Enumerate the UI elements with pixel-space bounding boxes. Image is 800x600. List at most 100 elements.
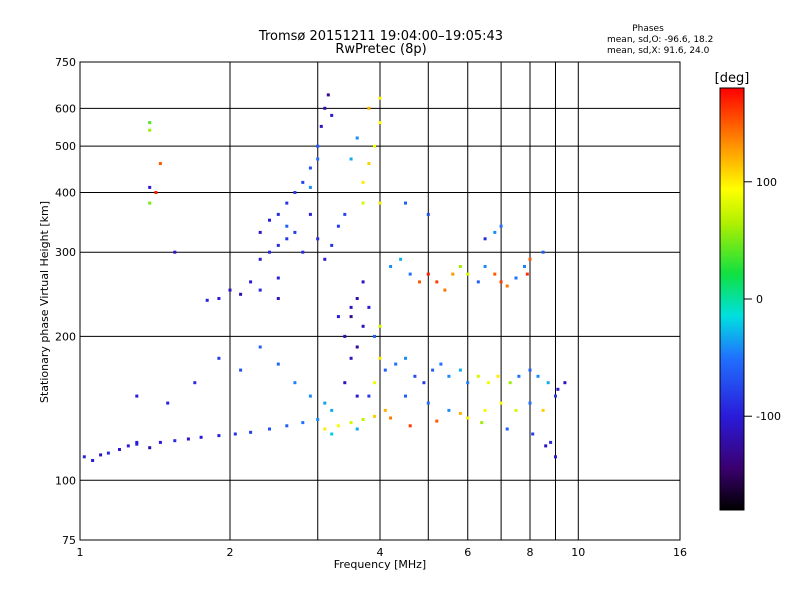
data-point — [285, 224, 289, 228]
data-points — [82, 93, 567, 462]
data-point — [541, 408, 545, 412]
data-point — [426, 272, 430, 276]
data-point — [373, 334, 376, 338]
data-point — [476, 280, 480, 284]
data-point — [546, 381, 550, 385]
data-point — [367, 305, 371, 309]
data-point — [158, 440, 162, 444]
data-point — [154, 191, 158, 194]
data-point — [483, 237, 487, 241]
data-point — [276, 297, 280, 300]
data-point — [541, 250, 545, 254]
data-point — [336, 224, 340, 228]
data-point — [458, 411, 462, 415]
data-point — [349, 315, 353, 319]
phases-x-stats: mean, sd,X: 91.6, 24.0 — [607, 46, 710, 56]
data-point — [276, 243, 280, 247]
y-tick-label: 600 — [55, 102, 76, 115]
data-point — [323, 427, 327, 431]
colorbar-label: [deg] — [715, 71, 750, 86]
data-point — [148, 185, 152, 189]
y-tick-label: 75 — [62, 534, 76, 547]
data-point — [422, 381, 426, 385]
data-point — [483, 408, 487, 412]
data-point — [378, 356, 382, 360]
data-point — [323, 401, 327, 405]
data-point — [349, 157, 353, 161]
data-point — [556, 387, 560, 391]
data-point — [373, 381, 376, 385]
data-point — [361, 324, 365, 328]
y-tick-label: 300 — [55, 246, 76, 259]
data-point — [480, 421, 484, 425]
colorbar-tick-label: 0 — [756, 293, 763, 306]
data-point — [466, 381, 470, 385]
data-point — [383, 408, 387, 412]
data-point — [293, 230, 297, 234]
data-point — [330, 408, 334, 412]
data-point — [166, 401, 170, 405]
data-point — [217, 356, 221, 360]
data-point — [458, 265, 462, 268]
data-point — [505, 284, 509, 288]
phases-title: Phases — [632, 24, 664, 34]
data-point — [258, 230, 262, 234]
data-point — [443, 288, 447, 292]
data-point — [249, 280, 253, 284]
data-point — [531, 432, 535, 436]
x-tick-label: 8 — [527, 546, 534, 559]
data-point — [476, 374, 480, 378]
colorbar-tick-label: -100 — [756, 410, 781, 423]
data-point — [205, 298, 209, 302]
data-point — [239, 368, 243, 372]
data-point — [383, 368, 387, 372]
data-point — [528, 401, 532, 405]
data-point — [293, 381, 297, 385]
data-point — [330, 432, 334, 436]
data-point — [536, 374, 540, 378]
data-point — [316, 237, 320, 241]
data-point — [323, 106, 327, 110]
data-point — [258, 288, 262, 292]
data-point — [217, 297, 221, 300]
x-tick-label: 16 — [673, 546, 687, 559]
data-point — [554, 455, 557, 459]
data-point — [435, 280, 439, 284]
data-point — [493, 230, 497, 234]
data-point — [378, 201, 382, 205]
data-point — [466, 416, 470, 420]
y-tick-label: 500 — [55, 140, 76, 153]
data-point — [148, 201, 152, 205]
data-point — [91, 459, 95, 462]
data-point — [483, 265, 487, 268]
colorbar — [719, 87, 745, 511]
data-point — [408, 272, 412, 276]
data-point — [404, 201, 407, 205]
data-point — [378, 96, 382, 100]
x-tick-label: 10 — [571, 546, 585, 559]
data-point — [373, 144, 376, 148]
data-point — [308, 185, 312, 189]
colorbar-tick-labels: 100 0 -100 — [744, 176, 781, 423]
data-point — [355, 394, 359, 398]
data-point — [447, 374, 451, 378]
data-point — [301, 180, 305, 184]
data-point — [394, 362, 398, 366]
data-point — [399, 257, 403, 261]
colorbar-tick-label: 100 — [756, 176, 777, 189]
data-point — [499, 224, 503, 228]
chart-subtitle: RwPretec (8p) — [335, 42, 426, 57]
data-point — [199, 435, 203, 439]
data-point — [499, 401, 503, 405]
grid-lines — [80, 62, 680, 540]
data-point — [404, 394, 407, 398]
data-point — [505, 427, 509, 431]
data-point — [493, 272, 497, 276]
data-point — [268, 218, 271, 222]
data-point — [355, 297, 359, 300]
data-point — [514, 408, 518, 412]
chart-title: Tromsø 20151211 19:04:00–19:05:43 — [258, 29, 503, 44]
data-point — [308, 212, 312, 216]
data-point — [418, 280, 421, 284]
